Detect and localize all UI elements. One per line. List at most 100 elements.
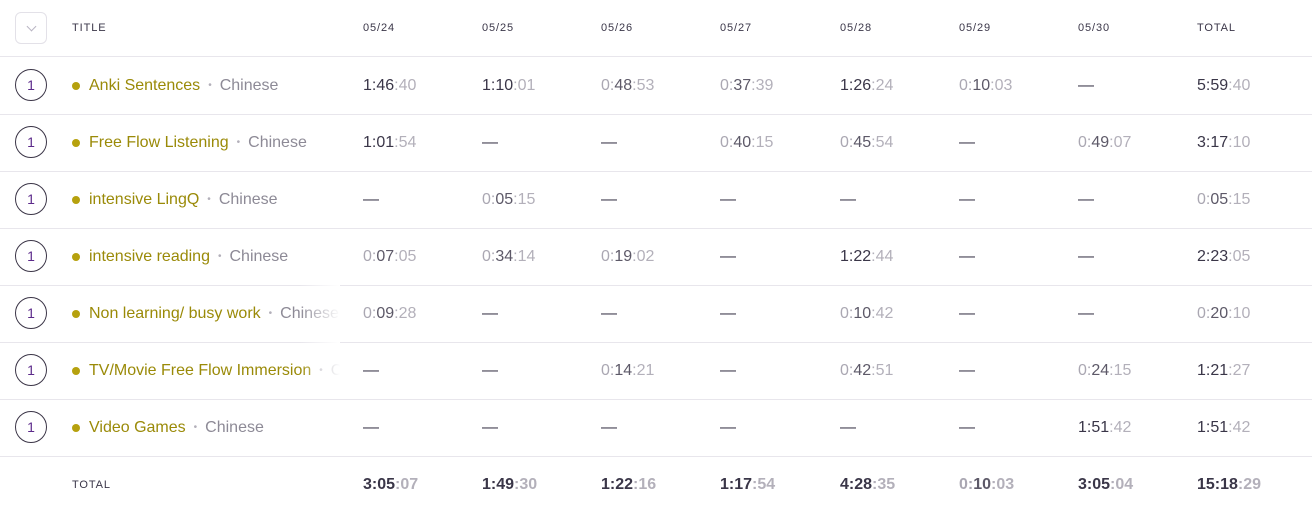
project-color-dot-icon [72,81,80,90]
duration-cell-empty: — [601,190,617,208]
title-fade-overlay [300,285,340,342]
table-row[interactable]: 1 intensive reading • Chinese 0: 07:05 0: 34:14… [0,228,1312,286]
duration-cell-empty: — [1078,76,1094,94]
duration-cell-empty: — [482,304,498,322]
duration-cell-empty: — [1078,304,1094,322]
project-name: Free Flow Listening [89,133,229,151]
project-title[interactable]: Free Flow Listening • Chinese [72,114,340,171]
duration-cell: 1: 10:01 [482,76,536,94]
day-total-cell: 3: 05:04 [1078,475,1134,493]
column-header-title[interactable]: TITLE [72,22,107,34]
duration-cell-empty: — [959,133,975,151]
table-row[interactable]: 1 Video Games • Chinese — — — — — — 1: 51:42 1: 51:42 [0,399,1312,457]
project-name: Video Games [89,418,186,436]
duration-cell-empty: — [720,247,736,265]
project-title[interactable]: Non learning/ busy work•Chinese [72,285,340,342]
duration-cell: 1: 26:24 [840,76,894,94]
project-color-dot-icon [72,138,80,147]
project-title[interactable]: Anki Sentences • Chinese [72,57,340,114]
duration-cell: 0: 49:07 [1078,133,1132,151]
duration-cell: 0: 14:21 [601,361,655,379]
project-name: intensive LingQ [89,190,200,208]
entry-count-badge[interactable]: 1 [15,69,47,101]
table-row[interactable]: 1 Non learning/ busy work•Chinese 0:09:28 —… [0,285,1312,343]
table-row[interactable]: 1 Anki Sentences • Chinese 1: 46:40 1: 10:01 0: 4… [0,57,1312,115]
collapse-all-button[interactable] [15,12,47,44]
day-total-cell: 1: 17:54 [720,475,776,493]
duration-cell-empty: — [482,133,498,151]
duration-cell: 0: 40:15 [720,133,774,151]
row-total-cell: 2: 23:05 [1197,247,1251,265]
duration-cell-empty: — [840,190,856,208]
separator-dot-icon: • [208,80,212,91]
row-total-cell: 5: 59:40 [1197,76,1251,94]
column-header-date[interactable]: 05/29 [959,22,992,34]
client-name: Chinese [218,190,278,208]
project-name: Anki Sentences [89,76,201,94]
project-title[interactable]: TV/Movie Free Flow Immersion•Chinese [72,342,340,399]
row-total-cell: 0: 20:10 [1197,304,1251,322]
client-name: Chinese [229,247,289,265]
column-header-date[interactable]: 05/26 [601,22,634,34]
duration-cell: 0: 10:42 [840,304,894,322]
entry-count-badge[interactable]: 1 [15,240,47,272]
duration-cell-empty: — [959,247,975,265]
project-title[interactable]: intensive LingQ • Chinese [72,171,340,228]
duration-cell: 0: 09:28 [363,304,417,322]
row-total-cell: 3: 17:10 [1197,133,1251,151]
totals-label: TOTAL [72,478,111,491]
duration-cell-empty: — [959,304,975,322]
column-header-date[interactable]: 05/28 [840,22,873,34]
column-header-date[interactable]: 05/30 [1078,22,1111,34]
table-row[interactable]: 1 intensive LingQ • Chinese — 0: 05:15 — — — — — 0: 0… [0,171,1312,229]
day-total-cell: 1: 22:16 [601,475,657,493]
project-color-dot-icon [72,309,80,318]
entry-count-badge[interactable]: 1 [15,354,47,386]
duration-cell-empty: — [1078,247,1094,265]
day-total-cell: 3: 05:07 [363,475,419,493]
duration-cell: 0: 10:03 [959,76,1013,94]
duration-cell: 1: 46:40 [363,76,417,94]
grand-total-cell: 15: 18:29 [1197,475,1262,493]
project-title[interactable]: Video Games • Chinese [72,399,340,456]
table-row[interactable]: 1 Free Flow Listening • Chinese 1: 01:54 — — 0: 4… [0,114,1312,172]
duration-cell-empty: — [1078,190,1094,208]
entry-count-badge[interactable]: 1 [15,411,47,443]
column-header-date[interactable]: 05/25 [482,22,515,34]
duration-cell-empty: — [601,133,617,151]
totals-row: TOTAL 3: 05:07 1: 49:30 1: 22:16 1: 17:54 4: 28:3… [0,456,1312,513]
separator-dot-icon: • [268,308,273,319]
duration-cell-empty: — [959,190,975,208]
duration-cell-empty: — [959,361,975,379]
project-name: intensive reading [89,247,210,265]
project-title[interactable]: intensive reading • Chinese [72,228,340,285]
duration-cell: 0: 48:53 [601,76,655,94]
column-header-total[interactable]: TOTAL [1197,22,1236,34]
duration-cell: 1: 22:44 [840,247,894,265]
client-name: Chinese [248,133,307,151]
entry-count-badge[interactable]: 1 [15,183,47,215]
duration-cell-empty: — [482,361,498,379]
client-name: Chinese [205,418,264,436]
duration-cell-empty: — [601,304,617,322]
table-row[interactable]: 1 TV/Movie Free Flow Immersion•Chinese — — 0… [0,342,1312,400]
duration-cell: 0: 07:05 [363,247,417,265]
day-total-cell: 0: 10:03 [959,475,1015,493]
duration-cell: 0: 05:15 [482,190,536,208]
duration-cell: 1: 51:42 [1078,418,1132,436]
duration-cell-empty: — [482,418,498,436]
chevron-down-icon [26,21,36,32]
title-fade-overlay [300,342,340,399]
entry-count-badge[interactable]: 1 [15,126,47,158]
column-header-date[interactable]: 05/27 [720,22,753,34]
day-total-cell: 1: 49:30 [482,475,538,493]
duration-cell-empty: — [840,418,856,436]
column-header-date[interactable]: 05/24 [363,22,396,34]
entry-count-badge[interactable]: 1 [15,297,47,329]
duration-cell-empty: — [720,190,736,208]
day-total-cell: 4: 28:35 [840,475,896,493]
separator-dot-icon: • [207,194,211,205]
duration-cell: 0: 42:51 [840,361,894,379]
duration-cell-empty: — [363,361,379,379]
duration-cell: 0: 37:39 [720,76,774,94]
